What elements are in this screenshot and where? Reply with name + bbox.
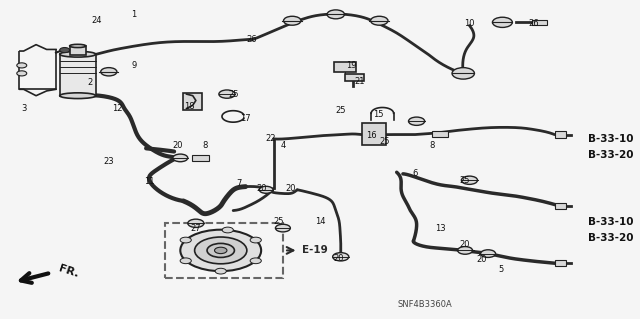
Text: 25: 25	[228, 90, 239, 99]
Text: 16: 16	[367, 131, 377, 140]
Circle shape	[207, 243, 234, 257]
Bar	[362, 123, 386, 145]
Text: B-33-20: B-33-20	[588, 150, 633, 160]
Circle shape	[60, 48, 70, 53]
Bar	[432, 131, 448, 137]
Text: 25: 25	[379, 137, 390, 146]
Text: 1: 1	[131, 10, 136, 19]
Ellipse shape	[70, 44, 86, 48]
Circle shape	[188, 219, 204, 227]
Bar	[555, 131, 566, 138]
Circle shape	[250, 237, 261, 243]
Text: 27: 27	[191, 224, 201, 233]
Text: B-33-20: B-33-20	[588, 233, 633, 243]
Text: 26: 26	[528, 19, 539, 28]
Circle shape	[452, 68, 474, 79]
Circle shape	[259, 186, 273, 193]
Bar	[532, 20, 547, 25]
Text: 20: 20	[333, 254, 344, 263]
Text: 25: 25	[335, 106, 346, 115]
Circle shape	[481, 250, 495, 257]
Circle shape	[180, 258, 191, 263]
Text: 18: 18	[184, 102, 195, 111]
Bar	[70, 46, 86, 55]
Text: 6: 6	[413, 169, 418, 178]
Text: 14: 14	[315, 217, 326, 226]
Text: 20: 20	[285, 184, 296, 193]
Text: B-33-10: B-33-10	[588, 217, 633, 227]
Bar	[60, 54, 96, 96]
Circle shape	[327, 10, 344, 19]
Bar	[184, 93, 202, 110]
Text: 20: 20	[477, 256, 487, 264]
Bar	[555, 203, 566, 209]
Circle shape	[458, 247, 472, 254]
Circle shape	[222, 227, 234, 233]
Circle shape	[219, 90, 235, 98]
Circle shape	[180, 230, 261, 271]
Text: SNF4B3360A: SNF4B3360A	[398, 300, 452, 309]
Circle shape	[461, 176, 477, 184]
Circle shape	[275, 224, 291, 232]
Text: 11: 11	[144, 177, 154, 186]
Circle shape	[371, 16, 388, 25]
Circle shape	[333, 253, 349, 261]
Bar	[345, 74, 364, 81]
Text: 19: 19	[346, 61, 356, 70]
Bar	[334, 62, 356, 72]
Bar	[164, 223, 283, 278]
Circle shape	[215, 268, 227, 274]
Circle shape	[408, 117, 425, 125]
Text: 20: 20	[460, 240, 470, 249]
Text: B-33-10: B-33-10	[588, 134, 633, 144]
Circle shape	[195, 237, 247, 264]
Text: 20: 20	[172, 141, 182, 150]
Text: 10: 10	[464, 19, 475, 28]
Text: E-19: E-19	[301, 245, 327, 256]
Text: 8: 8	[202, 141, 208, 150]
Text: 9: 9	[131, 61, 136, 70]
Text: 3: 3	[21, 104, 26, 113]
Text: 25: 25	[460, 176, 470, 185]
Circle shape	[180, 237, 191, 243]
Text: 13: 13	[435, 224, 445, 233]
Text: 21: 21	[354, 77, 365, 86]
Circle shape	[173, 154, 188, 162]
Circle shape	[17, 71, 27, 76]
Text: 2: 2	[88, 78, 93, 87]
Text: 24: 24	[91, 16, 102, 25]
Text: 17: 17	[240, 114, 251, 122]
Text: 22: 22	[265, 134, 276, 143]
Circle shape	[492, 17, 513, 27]
Text: FR.: FR.	[57, 264, 80, 280]
Text: 25: 25	[273, 217, 284, 226]
Ellipse shape	[60, 93, 96, 99]
Text: 26: 26	[246, 35, 257, 44]
Circle shape	[250, 258, 261, 263]
Bar	[555, 260, 566, 266]
Circle shape	[214, 247, 227, 254]
Text: 12: 12	[111, 104, 122, 113]
Text: 7: 7	[237, 179, 242, 188]
Text: 20: 20	[256, 184, 266, 193]
Text: 5: 5	[498, 265, 503, 274]
Circle shape	[284, 16, 301, 25]
Circle shape	[17, 63, 27, 68]
Bar	[191, 155, 209, 161]
Text: 23: 23	[104, 157, 114, 166]
Text: 15: 15	[372, 110, 383, 119]
Text: 8: 8	[429, 141, 435, 150]
Ellipse shape	[60, 51, 96, 57]
Text: 4: 4	[280, 141, 285, 150]
Circle shape	[100, 68, 117, 76]
